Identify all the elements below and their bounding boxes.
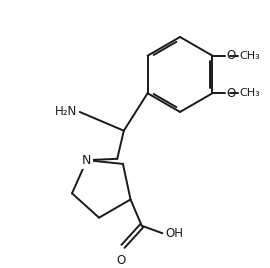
- Text: H₂N: H₂N: [55, 106, 77, 118]
- Text: CH₃: CH₃: [240, 88, 261, 98]
- Text: CH₃: CH₃: [240, 51, 261, 61]
- Text: O: O: [227, 87, 236, 100]
- Text: O: O: [227, 49, 236, 62]
- Text: O: O: [117, 254, 126, 267]
- Text: OH: OH: [165, 227, 183, 240]
- Text: N: N: [82, 154, 92, 167]
